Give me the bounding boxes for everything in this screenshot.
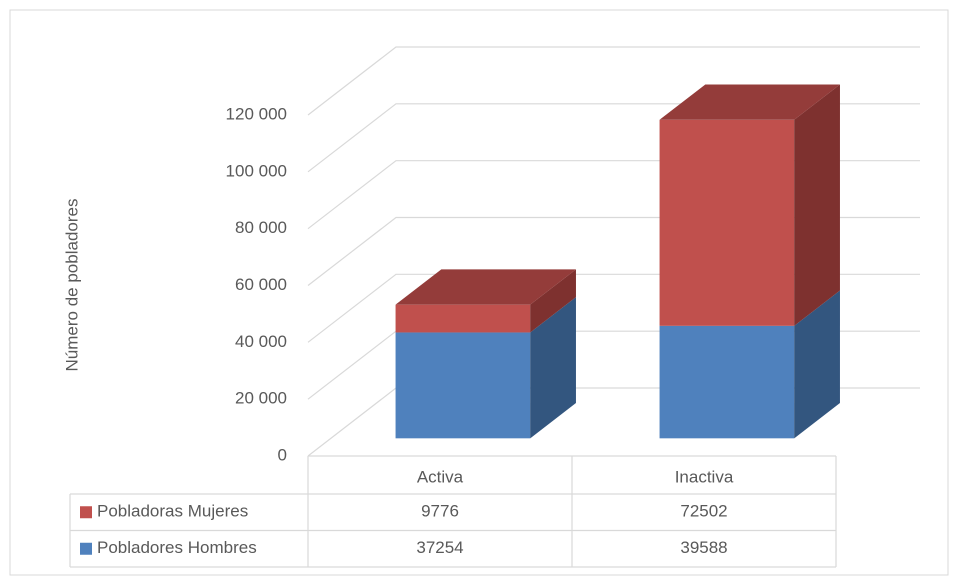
bar-side	[530, 269, 576, 333]
bar-top	[659, 84, 840, 120]
x-tick-label: Activa	[417, 467, 464, 486]
legend-swatch	[80, 542, 92, 555]
table-value: 39588	[680, 538, 727, 557]
bar-side	[794, 290, 840, 439]
y-tick-label: 60 000	[235, 275, 287, 294]
y-tick-label: 100 000	[226, 161, 287, 180]
y-tick-label: 20 000	[235, 389, 287, 408]
table-value: 37254	[416, 538, 463, 557]
table-value: 9776	[421, 502, 459, 521]
bar-front	[659, 119, 795, 326]
y-tick-label: 0	[278, 445, 287, 464]
y-tick-label: 120 000	[226, 104, 287, 123]
x-tick-label: Inactiva	[675, 467, 734, 486]
table-value: 72502	[680, 502, 727, 521]
bar-front	[395, 304, 531, 333]
bar-front	[659, 325, 795, 439]
legend-label: Pobladores Hombres	[97, 538, 257, 557]
legend-swatch	[80, 506, 92, 519]
bar-front	[395, 332, 531, 439]
y-tick-label: 80 000	[235, 218, 287, 237]
bar-side	[530, 297, 576, 439]
y-axis-title: Número de pobladores	[62, 199, 81, 372]
legend-label: Pobladoras Mujeres	[97, 502, 248, 521]
y-tick-label: 40 000	[235, 332, 287, 351]
bar-top	[395, 269, 576, 305]
grid-line	[307, 46, 920, 116]
bar-side	[794, 84, 840, 326]
